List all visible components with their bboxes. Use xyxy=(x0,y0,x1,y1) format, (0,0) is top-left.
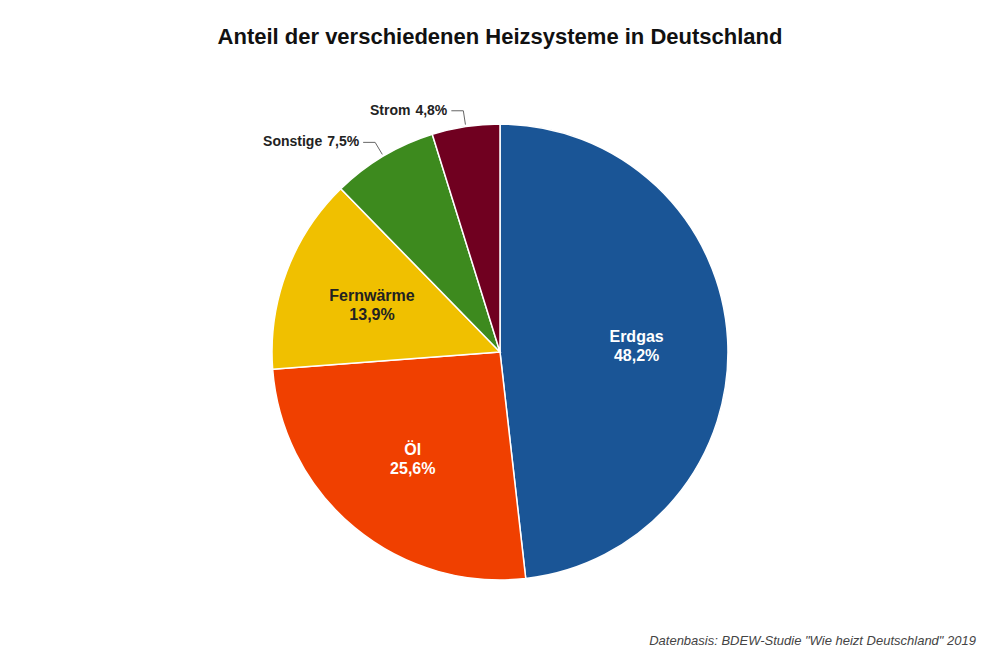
slice-category: Fernwärme xyxy=(329,287,414,304)
pie-labels: Erdgas 48,2% Öl 25,6% Fernwärme 13,9% Sonstige… xyxy=(263,101,664,477)
slice-category: Sonstige xyxy=(263,133,322,149)
data-label: 7,5% xyxy=(327,133,359,149)
chart-container: Anteil der verschiedenen Heizsysteme in … xyxy=(0,0,1000,663)
pie-wedges xyxy=(272,124,728,580)
annotation: Datenbasis: BDEW-Studie "Wie heizt Deuts… xyxy=(649,633,976,648)
slice-label: Strom 4,8% xyxy=(370,101,448,117)
slice-label: Sonstige 7,5% xyxy=(263,133,360,149)
leader-line xyxy=(363,142,382,154)
pie-wedge xyxy=(500,124,728,579)
pie-wedge xyxy=(432,124,500,352)
data-label: 4,8% xyxy=(415,101,447,117)
slice-label: Öl 25,6% xyxy=(390,440,435,477)
slice-label: Erdgas 48,2% xyxy=(609,328,663,364)
slice-label: Fernwärme 13,9% xyxy=(329,287,414,323)
data-label: 48,2% xyxy=(614,347,659,364)
slice-category: Strom xyxy=(370,101,410,117)
pie-wedge xyxy=(273,352,526,580)
slice-category: Öl xyxy=(404,440,421,458)
leader-line xyxy=(451,111,465,125)
chart-title: Anteil der verschiedenen Heizsysteme in … xyxy=(218,24,783,49)
data-label: 25,6% xyxy=(390,460,435,477)
chart-svg: Anteil der verschiedenen Heizsysteme in … xyxy=(0,0,1000,663)
data-label: 13,9% xyxy=(349,306,394,323)
slice-category: Erdgas xyxy=(609,328,663,345)
